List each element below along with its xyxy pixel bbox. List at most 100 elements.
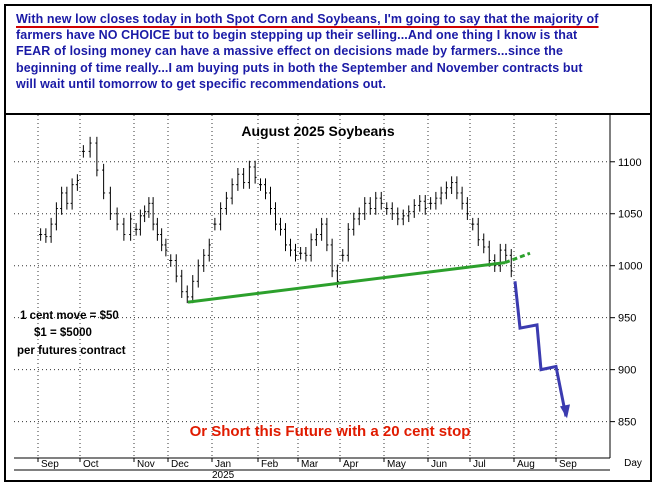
x-tick-label-10: Jul xyxy=(473,459,486,470)
price-bar-78 xyxy=(460,186,464,210)
price-bar-21 xyxy=(155,217,159,241)
price-bar-11 xyxy=(102,163,106,200)
x-axis-ticks: Sep Oct Nov Dec Jan Feb Mar Apr May Jun Jul Aug Sep xyxy=(37,458,577,470)
price-bar-14 xyxy=(122,217,126,241)
price-bar-18 xyxy=(143,205,147,223)
price-bar-0 xyxy=(39,228,43,241)
price-bar-37 xyxy=(242,168,246,189)
price-bar-49 xyxy=(304,247,308,262)
projection-arrowhead xyxy=(560,404,570,419)
price-bar-17 xyxy=(138,209,142,236)
price-bar-57 xyxy=(346,223,350,262)
price-bar-1 xyxy=(44,228,48,243)
commentary-line-2: farmers have NO CHOICE but to begin step… xyxy=(16,28,578,43)
price-bar-82 xyxy=(482,233,486,254)
price-bar-34 xyxy=(224,191,228,215)
price-bar-85 xyxy=(498,243,502,272)
x-tick-label-2: Nov xyxy=(137,459,155,470)
move-note-line-1: 1 cent move = $50 xyxy=(20,310,119,322)
price-bar-41 xyxy=(264,178,267,200)
price-bar-74 xyxy=(439,186,443,205)
price-bar-64 xyxy=(385,202,389,215)
y-tick-label-850: 850 xyxy=(618,417,636,429)
price-bar-52 xyxy=(320,217,324,241)
price-bar-39 xyxy=(253,160,257,184)
price-bar-51 xyxy=(314,228,318,246)
price-bar-71 xyxy=(423,195,427,215)
commentary-line-3: FEAR of losing money can have a massive … xyxy=(16,44,564,59)
price-bar-56 xyxy=(341,249,345,262)
price-bar-5 xyxy=(65,186,69,210)
y-tick-label-1100: 1100 xyxy=(618,157,642,169)
price-bar-16 xyxy=(134,223,138,236)
x-tick-label-3: Dec xyxy=(171,459,189,470)
price-bar-42 xyxy=(269,186,272,215)
x-tick-label-11: Aug xyxy=(517,459,535,470)
price-bar-30 xyxy=(202,249,206,272)
x-tick-label-9: Jun xyxy=(431,459,447,470)
chart-title: August 2025 Soybeans xyxy=(241,123,394,139)
price-bar-76 xyxy=(450,176,454,194)
price-bars xyxy=(39,136,513,304)
grid xyxy=(14,115,610,458)
x-tick-label-12: Sep xyxy=(559,459,577,470)
short-note: Or Short this Future with a 20 cent stop xyxy=(190,423,471,440)
price-bar-48 xyxy=(299,247,303,260)
y-tick-label-950: 950 xyxy=(618,313,636,325)
price-bar-47 xyxy=(294,243,297,262)
price-bar-87 xyxy=(509,249,513,278)
y-tick-label-900: 900 xyxy=(618,365,636,377)
price-bar-31 xyxy=(207,238,211,262)
price-bar-3 xyxy=(54,202,58,231)
price-bar-58 xyxy=(352,212,356,236)
price-bar-20 xyxy=(151,197,155,231)
price-bar-77 xyxy=(455,176,459,200)
price-bar-33 xyxy=(219,202,223,231)
price-bar-44 xyxy=(279,217,282,236)
x-tick-label-1: Oct xyxy=(83,459,99,470)
price-bar-10 xyxy=(95,136,99,177)
price-bar-54 xyxy=(330,238,334,278)
price-bar-32 xyxy=(213,217,217,231)
price-bar-62 xyxy=(374,191,378,215)
price-bar-43 xyxy=(274,202,277,231)
price-bar-72 xyxy=(429,197,433,210)
price-bar-15 xyxy=(129,212,133,241)
price-bar-50 xyxy=(309,233,313,262)
price-bar-9 xyxy=(88,136,92,158)
price-bar-2 xyxy=(49,217,53,243)
price-bar-59 xyxy=(357,207,361,226)
price-bar-81 xyxy=(476,217,480,246)
y-axis-ticks: 850 900 950 1000 1050 1100 xyxy=(610,157,642,429)
price-bar-79 xyxy=(465,197,469,220)
price-bar-61 xyxy=(368,197,372,215)
price-bar-40 xyxy=(259,178,262,191)
price-bar-26 xyxy=(180,269,184,298)
x-tick-label-0: Sep xyxy=(41,459,59,470)
price-bar-53 xyxy=(325,217,329,252)
price-bar-70 xyxy=(418,195,422,212)
x-tick-label-5: Feb xyxy=(261,459,279,470)
price-bar-8 xyxy=(81,145,85,158)
price-bar-19 xyxy=(147,197,151,218)
year-label: 2025 xyxy=(212,470,235,481)
price-bar-24 xyxy=(169,254,173,267)
price-bar-80 xyxy=(471,217,475,231)
price-bar-86 xyxy=(504,243,508,262)
price-bar-22 xyxy=(160,228,164,252)
price-bar-38 xyxy=(247,160,251,189)
price-bar-46 xyxy=(289,238,292,257)
x-tick-label-4: Jan xyxy=(215,459,231,470)
y-tick-label-1050: 1050 xyxy=(618,209,642,221)
chart-frame xyxy=(4,4,652,482)
price-bar-25 xyxy=(174,254,178,283)
annotation-lines xyxy=(187,251,570,419)
price-bar-67 xyxy=(401,209,405,226)
x-tick-label-6: Mar xyxy=(301,459,319,470)
move-note-line-2: $1 = $5000 xyxy=(34,327,92,339)
x-tick-label-8: May xyxy=(387,459,406,470)
x-tick-label-7: Apr xyxy=(343,459,359,470)
price-bar-36 xyxy=(236,168,240,191)
price-bar-45 xyxy=(284,223,287,252)
